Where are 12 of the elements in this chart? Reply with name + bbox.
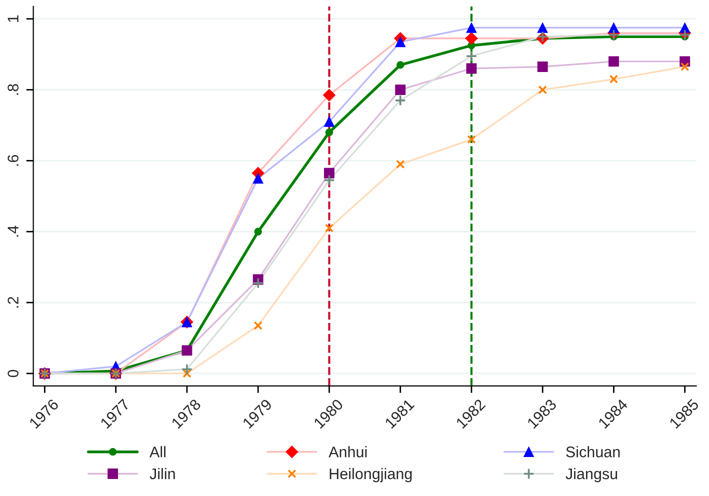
legend-label: All	[150, 446, 166, 458]
y-tick-label: 0	[8, 370, 18, 378]
y-tick-label: .8	[8, 84, 18, 95]
legend-label: Jiangsu	[566, 468, 618, 482]
legend-label: Anhui	[328, 446, 367, 458]
y-tick-label: .2	[8, 296, 18, 308]
y-tick-label: .4	[8, 226, 18, 237]
y-tick-label: 1	[8, 15, 18, 22]
legend-label: Heilongjiang	[330, 468, 412, 482]
legend-label: Sichuan	[566, 446, 620, 458]
legend-label: Jilin	[150, 468, 175, 480]
y-tick-label: .6	[8, 155, 18, 166]
